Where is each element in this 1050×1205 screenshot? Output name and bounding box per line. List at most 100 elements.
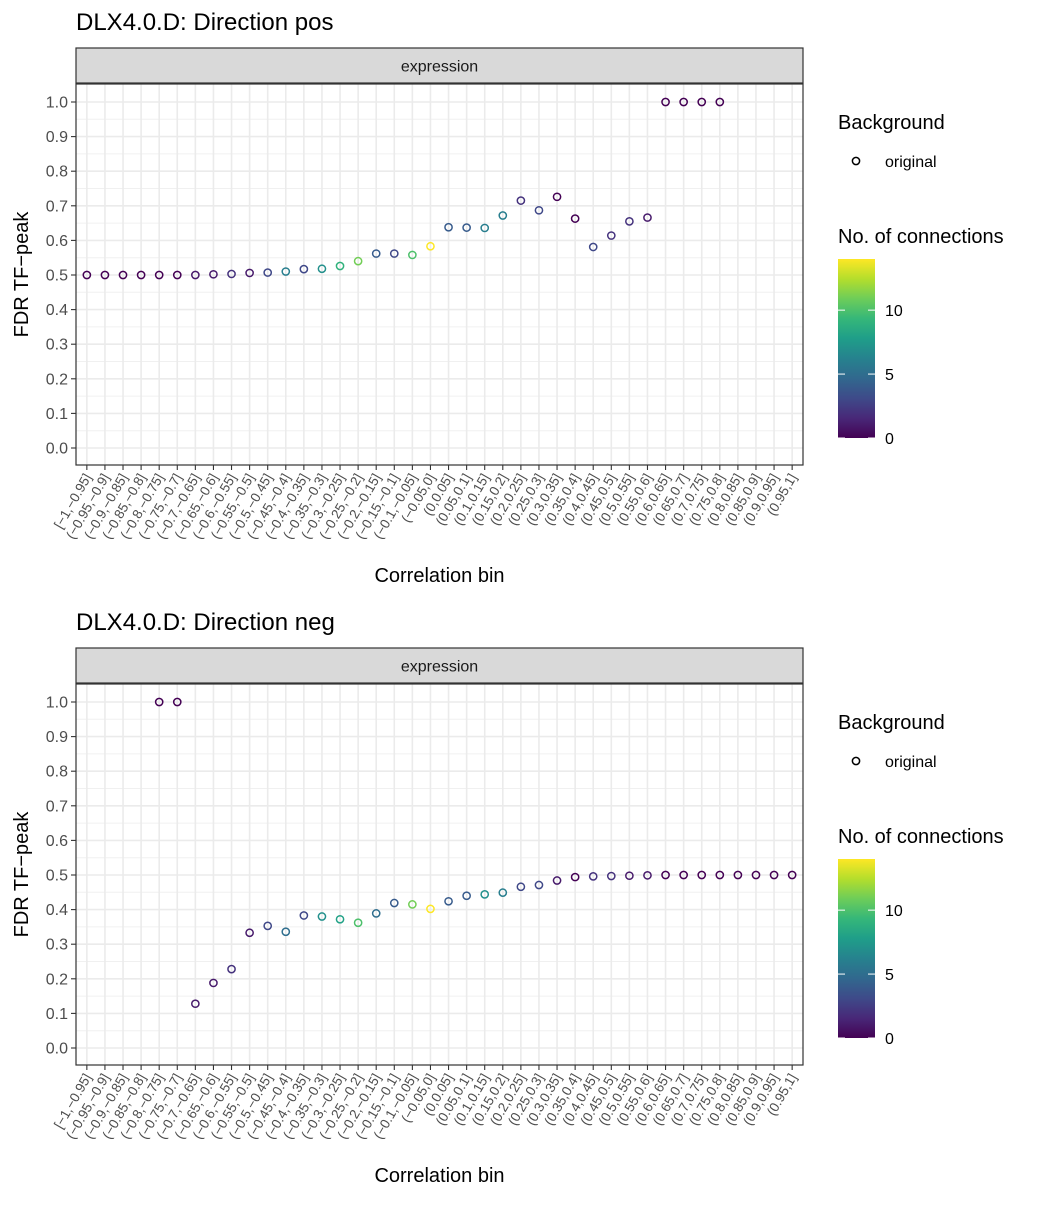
data-point	[299, 911, 309, 920]
legend-original-key	[851, 156, 861, 166]
y-tick-label: 0.4	[46, 302, 68, 319]
data-point	[172, 270, 182, 280]
data-point	[570, 872, 580, 882]
data-point	[408, 250, 417, 260]
y-tick-label: 1.0	[46, 695, 68, 712]
data-point	[751, 870, 761, 880]
data-point	[353, 918, 363, 928]
data-point	[245, 928, 254, 938]
data-point	[335, 261, 345, 271]
y-tick-label: 0.3	[46, 337, 68, 354]
data-point	[697, 870, 707, 880]
data-point	[209, 269, 218, 279]
data-point	[552, 876, 562, 885]
data-point	[516, 882, 526, 892]
data-point	[317, 264, 327, 274]
facet-strip	[75, 47, 804, 84]
data-point	[643, 213, 652, 222]
legend-connections-title: No. of connections	[838, 226, 1004, 248]
legend-original-label: original	[885, 754, 937, 771]
data-point	[480, 890, 490, 899]
data-point	[769, 870, 779, 880]
data-point	[570, 214, 580, 223]
data-point	[227, 964, 236, 974]
data-point	[154, 697, 164, 707]
data-point	[679, 97, 688, 107]
colorbar-tick-label: 10	[885, 303, 903, 320]
data-point	[733, 870, 743, 880]
data-point	[426, 904, 435, 914]
data-point	[462, 891, 471, 901]
bottom-chart-panel: DLX4.0.D: Direction neg expression 0.0 0.1 0…	[11, 609, 1004, 1187]
y-tick-label: 0.9	[46, 129, 68, 146]
data-point	[625, 217, 634, 226]
data-point	[154, 270, 164, 280]
data-point	[534, 880, 544, 890]
data-point	[606, 231, 616, 240]
y-tick-label: 0.8	[46, 164, 68, 181]
data-point	[426, 241, 435, 251]
colorbar-tick-label: 0	[885, 1031, 894, 1048]
data-point	[516, 196, 526, 205]
y-tick-label: 0.1	[46, 1006, 68, 1023]
y-tick-label: 0.2	[46, 971, 68, 988]
facet-strip-label: expression	[401, 59, 478, 76]
y-axis-title: FDR TF−peak	[11, 811, 33, 938]
legend-background-title: Background	[838, 112, 945, 134]
y-axis-title: FDR TF−peak	[11, 211, 33, 338]
facet-strip	[75, 647, 804, 684]
y-tick-label: 1.0	[46, 95, 68, 112]
data-point	[371, 909, 381, 918]
data-point	[408, 900, 417, 909]
data-point	[299, 264, 309, 274]
data-point	[661, 97, 670, 107]
data-point	[588, 242, 598, 252]
legend-original-key	[851, 756, 861, 766]
x-axis-title: Correlation bin	[374, 1165, 504, 1187]
legend-connections-title: No. of connections	[838, 826, 1004, 848]
data-point	[787, 870, 797, 880]
data-point	[100, 270, 110, 280]
y-tick-label: 0.3	[46, 937, 68, 954]
legend-original-label: original	[885, 154, 937, 171]
data-point	[715, 870, 725, 880]
data-point	[625, 871, 634, 881]
data-point	[263, 921, 273, 931]
y-tick-label: 0.0	[46, 441, 68, 458]
colorbar	[838, 259, 875, 438]
data-point	[227, 269, 236, 279]
data-point	[317, 912, 327, 921]
data-point	[444, 896, 453, 906]
data-point	[209, 978, 218, 988]
data-point	[389, 249, 399, 258]
y-tick-label: 0.5	[46, 868, 68, 885]
data-point	[462, 223, 471, 232]
data-point	[552, 192, 562, 202]
data-point	[353, 256, 363, 266]
data-point	[136, 270, 146, 280]
colorbar-tick-label: 0	[885, 431, 894, 448]
y-tick-label: 0.4	[46, 902, 68, 919]
data-point	[498, 211, 508, 220]
data-point	[172, 697, 182, 707]
y-tick-label: 0.1	[46, 406, 68, 423]
data-point	[118, 270, 128, 280]
data-point	[281, 267, 291, 276]
colorbar-tick-label: 5	[885, 967, 894, 984]
data-point	[191, 270, 200, 280]
data-point	[697, 97, 707, 107]
data-point	[263, 268, 273, 277]
data-point	[281, 927, 291, 937]
data-point	[335, 914, 345, 924]
data-point	[389, 898, 399, 908]
data-point	[444, 222, 453, 232]
y-tick-label: 0.6	[46, 833, 68, 850]
data-point	[661, 870, 670, 880]
data-point	[371, 249, 381, 258]
data-point	[606, 871, 616, 881]
facet-strip-label: expression	[401, 659, 478, 676]
y-tick-label: 0.2	[46, 371, 68, 388]
legend-background-title: Background	[838, 712, 945, 734]
colorbar-tick-label: 10	[885, 903, 903, 920]
